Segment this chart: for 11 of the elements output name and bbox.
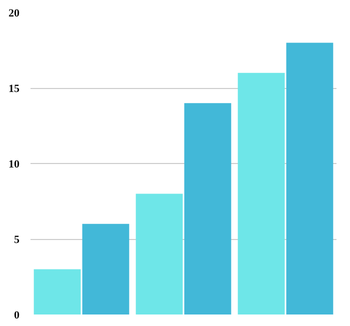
y-tick-label: 20: [8, 8, 20, 20]
bar: [184, 103, 232, 314]
y-tick-label: 15: [8, 83, 20, 95]
y-tick-label: 0: [14, 310, 20, 322]
bar: [238, 72, 285, 314]
bar: [286, 42, 334, 314]
y-tick-label: 10: [8, 158, 20, 170]
bar: [136, 194, 183, 314]
bar: [82, 224, 130, 314]
y-tick-label: 5: [14, 234, 20, 246]
bar: [34, 269, 81, 314]
